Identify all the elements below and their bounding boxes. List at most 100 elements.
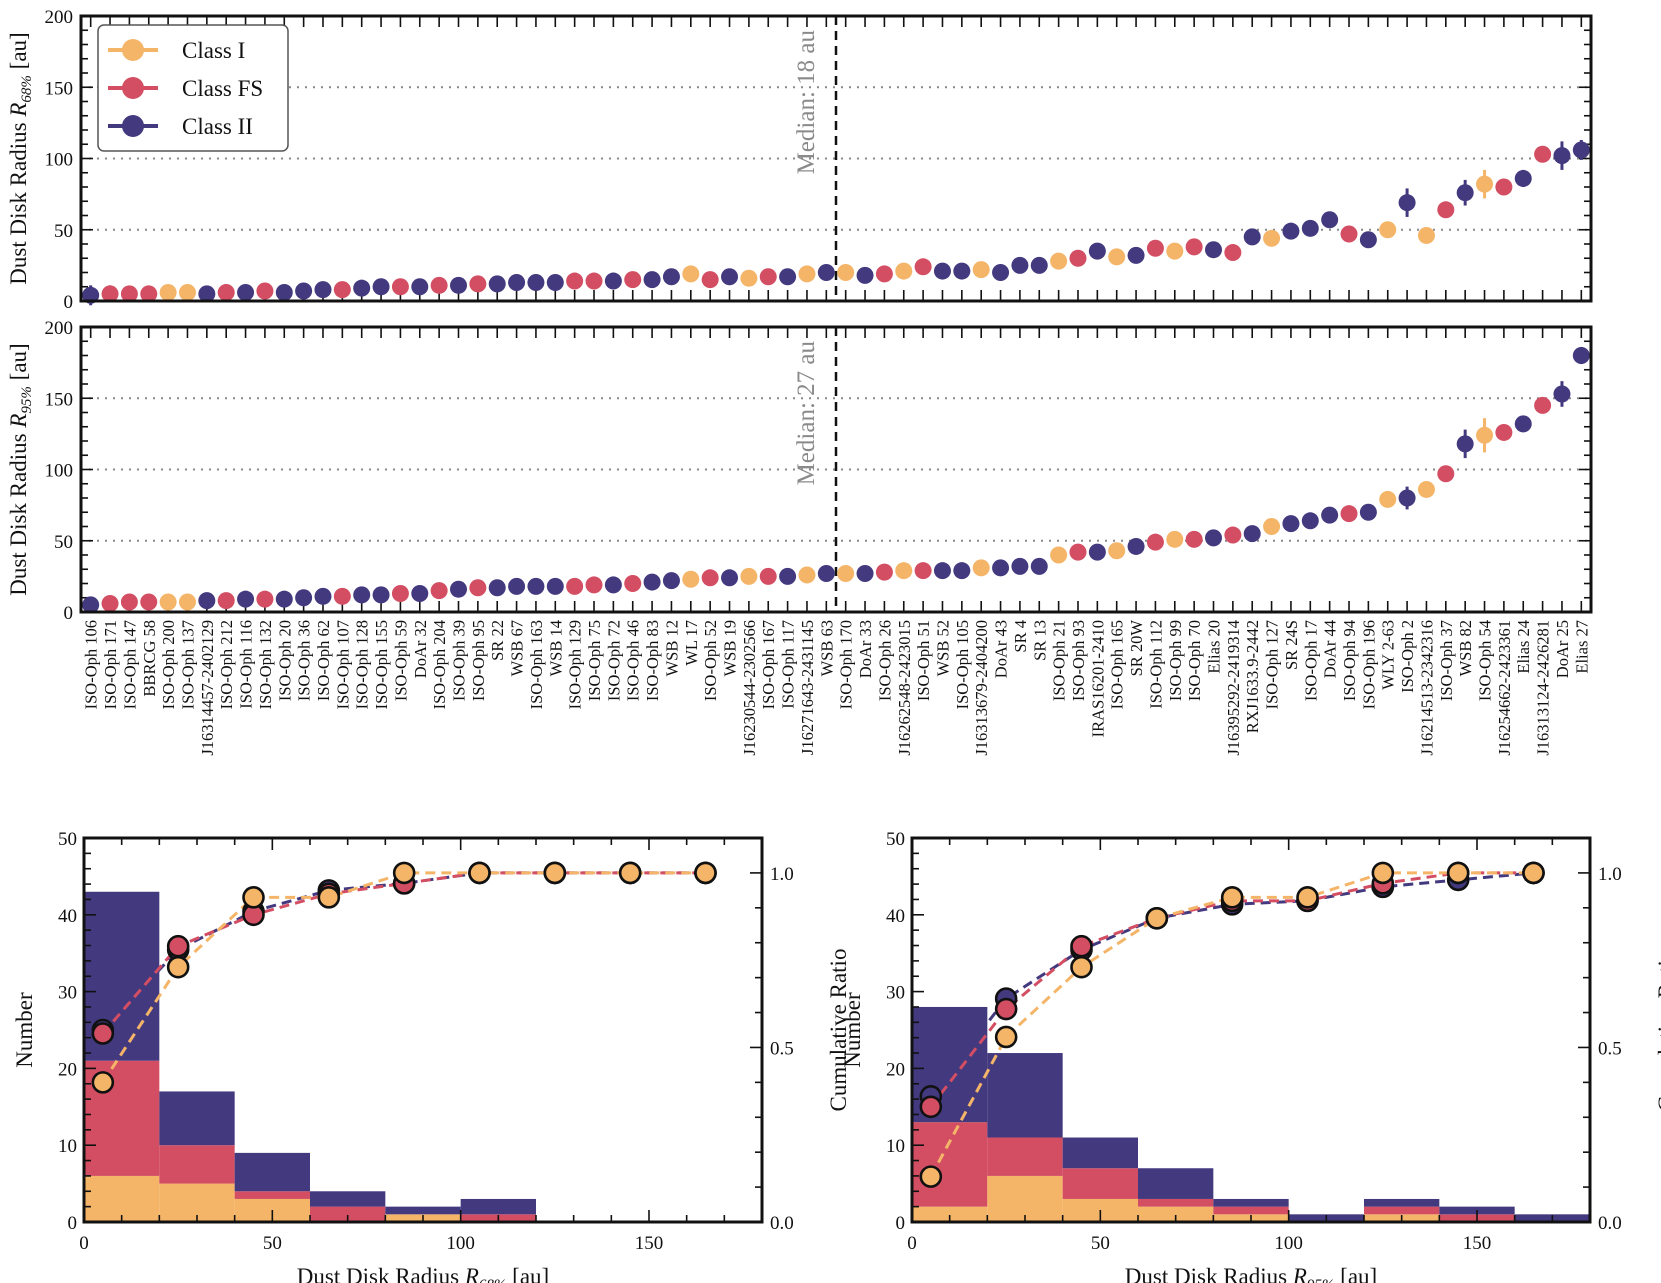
data-point bbox=[972, 559, 990, 577]
bar-class-ii bbox=[460, 1198, 536, 1215]
data-point bbox=[1321, 506, 1339, 524]
data-point bbox=[1185, 238, 1203, 256]
y-tick-label: 200 bbox=[45, 318, 74, 339]
data-point bbox=[430, 276, 448, 294]
data-point bbox=[817, 264, 835, 281]
bar-class-ii bbox=[1364, 1198, 1440, 1207]
data-point bbox=[217, 283, 235, 301]
data-point bbox=[1514, 415, 1532, 433]
y-tick-label: 30 bbox=[58, 983, 77, 1004]
data-point bbox=[1379, 490, 1397, 508]
source-name-label: WSB 52 bbox=[933, 620, 952, 676]
y2-tick-label: 0.5 bbox=[770, 1038, 794, 1059]
source-name-label: J16395292-2419314 bbox=[1224, 620, 1243, 756]
data-point bbox=[953, 562, 971, 580]
y-tick-label: 0 bbox=[68, 1213, 78, 1234]
data-point bbox=[1359, 503, 1377, 521]
data-point bbox=[662, 572, 680, 590]
panel-r95-histogram: 0 50 100 150 0 10 20 30 40 50 0.0 0.5 1.0 Dust Disk R… bbox=[840, 829, 1661, 1283]
data-point bbox=[895, 262, 913, 280]
legend: Class I Class FS Class II bbox=[97, 24, 289, 152]
data-point bbox=[875, 563, 893, 581]
data-point bbox=[1301, 219, 1319, 237]
median-label: Median: 18 au bbox=[793, 30, 820, 175]
bar-class-ii bbox=[234, 1152, 310, 1192]
data-point bbox=[1398, 194, 1416, 212]
data-point bbox=[1321, 211, 1339, 229]
source-name-label: ISO-Oph 112 bbox=[1146, 620, 1165, 709]
x-tick-label: 100 bbox=[446, 1233, 475, 1254]
cumulative-point-class-i bbox=[1220, 886, 1244, 909]
data-point bbox=[1050, 252, 1068, 270]
data-point bbox=[1088, 242, 1106, 260]
bar-class-fs bbox=[912, 1122, 988, 1207]
source-name-label: ISO-Oph 127 bbox=[1263, 620, 1282, 709]
bar-class-fs bbox=[310, 1206, 386, 1222]
source-name-label: ISO-Oph 93 bbox=[1069, 620, 1088, 701]
source-name-label: ISO-Oph 128 bbox=[353, 620, 372, 709]
data-point bbox=[1185, 530, 1203, 548]
data-point bbox=[450, 276, 467, 294]
data-point bbox=[682, 265, 700, 283]
data-point bbox=[1146, 533, 1164, 551]
source-name-label: WSB 63 bbox=[817, 620, 836, 676]
cumulative-point-class-i bbox=[543, 861, 567, 885]
y-tick-label: 0 bbox=[64, 292, 74, 313]
data-point bbox=[624, 575, 642, 592]
y-tick-label: 150 bbox=[45, 78, 74, 99]
legend-marker bbox=[122, 115, 144, 137]
data-point bbox=[353, 586, 371, 604]
source-name-label: Elias 20 bbox=[1205, 620, 1224, 674]
cumulative-point-class-fs bbox=[1070, 934, 1093, 958]
y-tick-label: 50 bbox=[54, 221, 73, 242]
source-name-label: ISO-Oph 95 bbox=[469, 620, 488, 701]
data-point bbox=[721, 569, 739, 587]
x-axis-title-main: Dust Disk Radius bbox=[1125, 1264, 1293, 1283]
source-name-label: Elias 24 bbox=[1514, 620, 1533, 674]
source-name-label: ISO-Oph 21 bbox=[1050, 620, 1069, 701]
y-tick-label: 200 bbox=[45, 7, 74, 28]
source-name-label: ISO-Oph 204 bbox=[430, 620, 449, 709]
y-tick-label: 30 bbox=[886, 983, 905, 1004]
bar-class-fs bbox=[1138, 1198, 1214, 1207]
data-point bbox=[469, 275, 487, 293]
legend-box bbox=[97, 24, 289, 152]
y-tick-label: 50 bbox=[58, 829, 77, 850]
data-point bbox=[140, 285, 158, 303]
y2-axis-title: Cumulative Ratio bbox=[826, 949, 851, 1112]
data-point bbox=[140, 593, 158, 611]
x-axis-title-sub: 95% bbox=[1307, 1277, 1335, 1283]
data-point bbox=[779, 268, 797, 286]
source-name-label: ISO-Oph 106 bbox=[82, 620, 101, 709]
x-tick-label: 150 bbox=[635, 1233, 664, 1254]
source-name-label: IRAS16201-2410 bbox=[1088, 620, 1107, 737]
data-point bbox=[1379, 221, 1397, 239]
cumulative-point-class-i bbox=[1070, 955, 1093, 979]
x-tick-label: 50 bbox=[1091, 1233, 1110, 1254]
data-point bbox=[798, 265, 816, 283]
source-name-label: J16214513-2342316 bbox=[1417, 620, 1436, 756]
data-point bbox=[875, 265, 893, 283]
plot-frame bbox=[79, 14, 1593, 303]
data-point bbox=[1069, 543, 1087, 561]
source-name-label: ISO-Oph 26 bbox=[875, 620, 894, 701]
bar-class-ii bbox=[310, 1191, 386, 1207]
source-name-label: DoAr 25 bbox=[1553, 620, 1572, 678]
legend-marker bbox=[122, 39, 144, 61]
source-name-label: J16230544-2302566 bbox=[740, 620, 759, 756]
source-name-label: ISO-Oph 72 bbox=[604, 620, 623, 701]
data-point bbox=[837, 264, 855, 281]
source-name-label: RXJ1633.9-2442 bbox=[1243, 620, 1262, 733]
data-point bbox=[1340, 225, 1358, 243]
data-point bbox=[430, 582, 448, 600]
data-point bbox=[1205, 529, 1222, 547]
data-point bbox=[953, 262, 971, 280]
source-name-label: ISO-Oph 83 bbox=[643, 620, 662, 701]
data-point bbox=[585, 272, 603, 290]
source-name-label: ISO-Oph 62 bbox=[314, 620, 333, 701]
x-axis-title-var: R bbox=[1292, 1264, 1307, 1283]
cumulative-point-class-i bbox=[1371, 861, 1395, 885]
y2-tick-label: 0.0 bbox=[1598, 1213, 1622, 1234]
data-point bbox=[159, 283, 177, 301]
data-point bbox=[933, 262, 951, 280]
